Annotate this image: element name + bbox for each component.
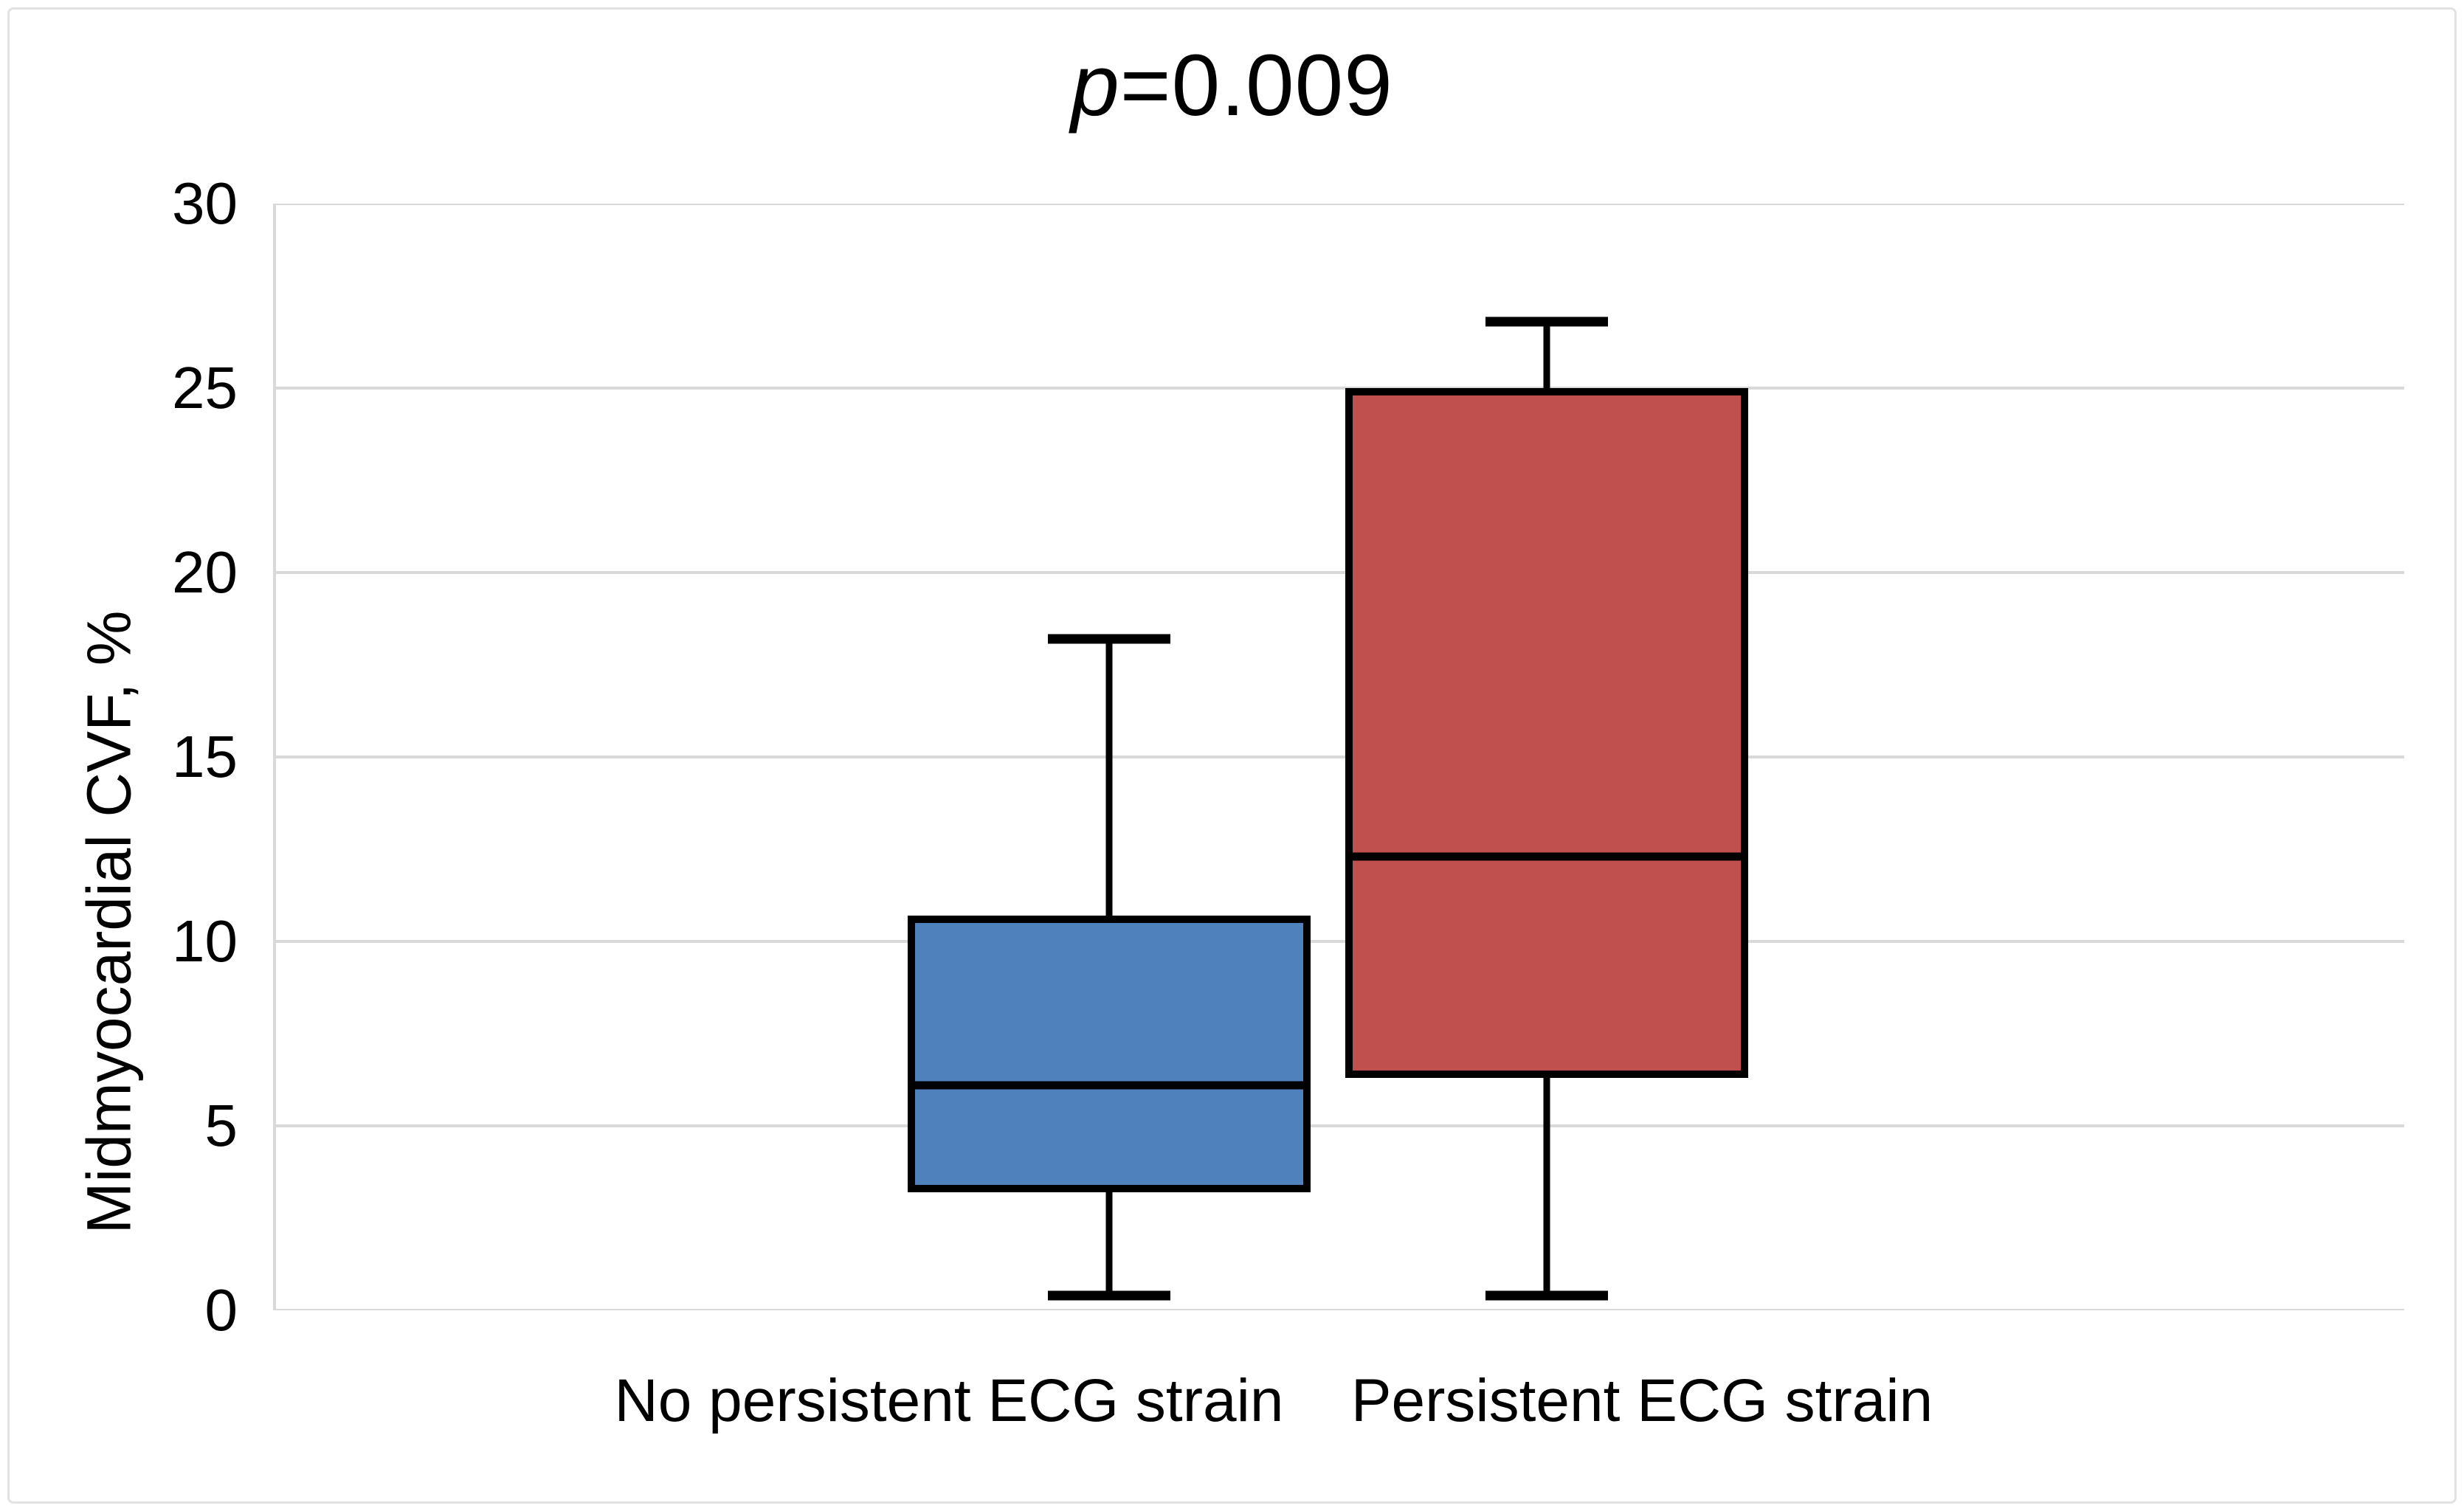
x-category-label-no-persistent-ecg-strain: No persistent ECG strain [614,1367,1284,1434]
y-tick-label-0: 0 [204,1277,238,1343]
plot-area [273,204,2404,1310]
y-tick-label-30: 30 [172,170,238,236]
chart-title-p-symbol: p [1071,37,1120,134]
y-tick-label-5: 5 [204,1093,238,1158]
iqr-box-persistent-ecg-strain [1345,388,1748,1078]
y-tick-label-10: 10 [172,908,238,974]
y-tick-label-15: 15 [172,724,238,789]
iqr-box-no-persistent-ecg-strain [908,916,1311,1192]
y-tick-label-25: 25 [172,355,238,421]
x-category-label-persistent-ecg-strain: Persistent ECG strain [1350,1367,1933,1434]
chart-title-value: =0.009 [1119,37,1393,134]
y-tick-label-20: 20 [172,539,238,605]
chart-title: p=0.009 [0,35,2464,136]
